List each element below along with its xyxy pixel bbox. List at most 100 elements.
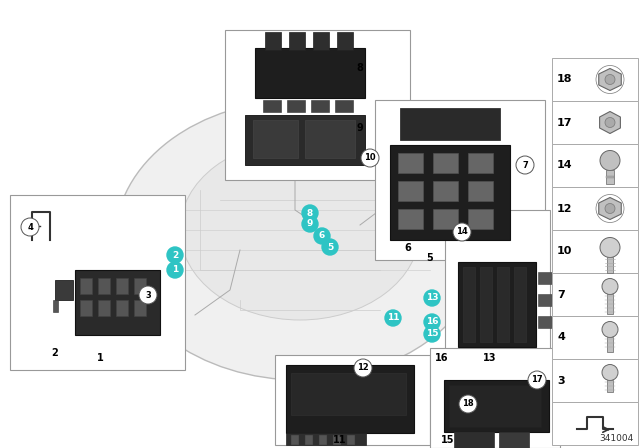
- Polygon shape: [600, 112, 620, 134]
- Text: 10: 10: [364, 154, 376, 163]
- Bar: [552, 359, 638, 402]
- Text: 7: 7: [557, 289, 564, 300]
- Circle shape: [302, 216, 318, 232]
- Bar: [607, 337, 613, 353]
- Bar: [538, 294, 553, 306]
- Text: 4: 4: [27, 223, 33, 232]
- Bar: [286, 365, 414, 433]
- Bar: [538, 316, 553, 328]
- Text: 5: 5: [327, 242, 333, 251]
- Bar: [463, 267, 475, 342]
- Bar: [499, 432, 529, 448]
- Text: 11: 11: [333, 435, 347, 445]
- Bar: [116, 278, 128, 294]
- Bar: [433, 181, 458, 201]
- Bar: [398, 209, 423, 229]
- Text: 9: 9: [307, 220, 313, 228]
- Circle shape: [322, 239, 338, 255]
- Bar: [606, 171, 614, 185]
- Bar: [10, 195, 185, 370]
- Text: 3: 3: [145, 290, 151, 300]
- Text: 12: 12: [557, 203, 573, 214]
- Bar: [552, 58, 638, 101]
- Bar: [552, 144, 638, 187]
- Bar: [375, 100, 545, 260]
- Text: 13: 13: [483, 353, 497, 363]
- Polygon shape: [599, 69, 621, 90]
- Bar: [319, 435, 327, 445]
- Bar: [607, 380, 613, 392]
- Circle shape: [302, 205, 318, 221]
- Bar: [607, 294, 613, 314]
- Bar: [305, 120, 355, 158]
- Circle shape: [600, 237, 620, 258]
- Bar: [449, 385, 541, 427]
- Text: 2: 2: [172, 250, 178, 259]
- Text: 16: 16: [435, 353, 449, 363]
- Bar: [400, 108, 500, 140]
- Bar: [305, 435, 313, 445]
- Bar: [265, 32, 281, 50]
- Bar: [134, 278, 146, 294]
- Text: 8: 8: [356, 63, 364, 73]
- Bar: [480, 267, 492, 342]
- Circle shape: [21, 218, 39, 236]
- Bar: [275, 355, 430, 445]
- Bar: [80, 278, 92, 294]
- Bar: [134, 300, 146, 316]
- Bar: [444, 380, 549, 432]
- Text: 6: 6: [404, 243, 412, 253]
- Circle shape: [167, 262, 183, 278]
- Bar: [552, 230, 638, 273]
- Bar: [263, 100, 281, 112]
- Bar: [245, 115, 365, 165]
- Circle shape: [605, 117, 615, 128]
- Bar: [98, 278, 110, 294]
- Ellipse shape: [115, 100, 485, 380]
- Bar: [313, 32, 329, 50]
- Bar: [468, 181, 493, 201]
- Text: 13: 13: [426, 293, 438, 302]
- Bar: [287, 100, 305, 112]
- Ellipse shape: [180, 140, 420, 320]
- Bar: [445, 210, 550, 360]
- Text: 1: 1: [97, 353, 104, 363]
- Circle shape: [602, 322, 618, 337]
- Bar: [430, 348, 560, 448]
- Circle shape: [600, 151, 620, 171]
- Bar: [337, 32, 353, 50]
- Text: 15: 15: [441, 435, 455, 445]
- Bar: [538, 272, 553, 284]
- Bar: [552, 101, 638, 144]
- Bar: [255, 48, 365, 98]
- Bar: [607, 258, 613, 273]
- Circle shape: [516, 156, 534, 174]
- Text: 3: 3: [557, 375, 564, 385]
- Bar: [514, 267, 526, 342]
- Circle shape: [167, 247, 183, 263]
- Circle shape: [459, 395, 477, 413]
- Text: 6: 6: [319, 232, 325, 241]
- Circle shape: [605, 74, 615, 85]
- Text: 17: 17: [557, 117, 573, 128]
- Bar: [53, 300, 58, 312]
- Text: 9: 9: [356, 123, 364, 133]
- Circle shape: [354, 359, 372, 377]
- Bar: [433, 209, 458, 229]
- Bar: [333, 435, 341, 445]
- Bar: [253, 120, 298, 158]
- Circle shape: [453, 223, 471, 241]
- Text: 15: 15: [426, 329, 438, 339]
- Bar: [80, 300, 92, 316]
- Text: 7: 7: [522, 160, 528, 169]
- Bar: [291, 435, 299, 445]
- Bar: [289, 32, 305, 50]
- Bar: [291, 373, 406, 415]
- Circle shape: [424, 326, 440, 342]
- Text: 8: 8: [307, 208, 313, 217]
- Circle shape: [361, 149, 379, 167]
- Bar: [116, 300, 128, 316]
- Bar: [552, 187, 638, 230]
- Bar: [552, 402, 638, 445]
- Text: 341004: 341004: [600, 434, 634, 443]
